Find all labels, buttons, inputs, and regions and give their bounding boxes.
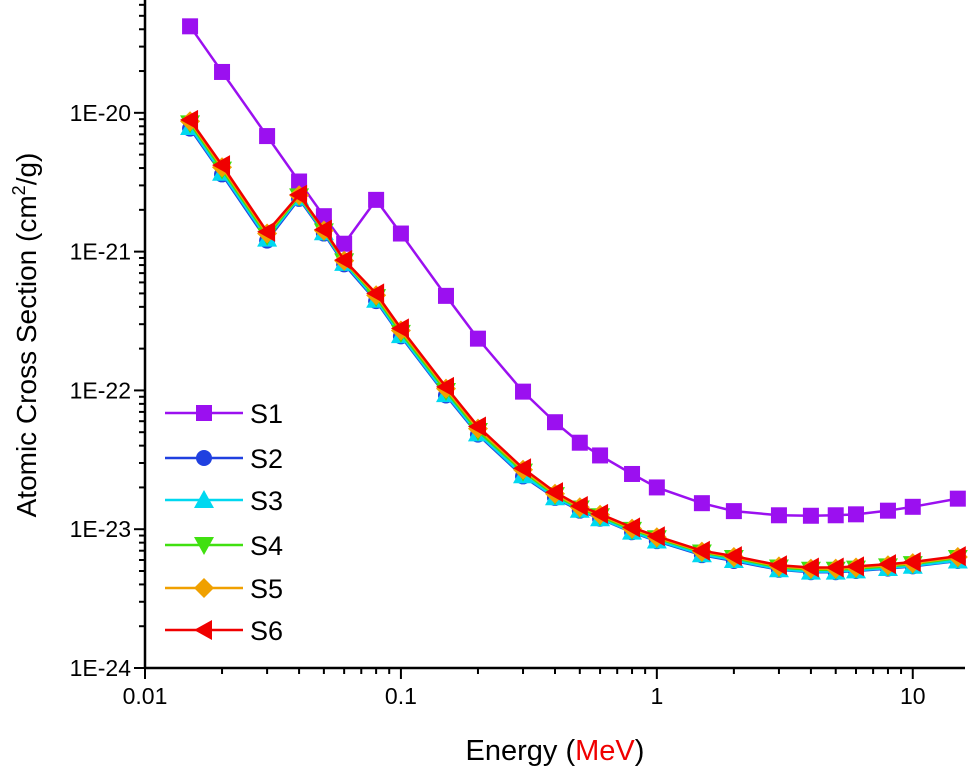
data-point-s1 <box>904 498 921 515</box>
data-point-s6 <box>902 552 921 573</box>
data-point-s6 <box>845 556 864 577</box>
data-point-s6 <box>622 517 641 538</box>
series-s1 <box>182 18 966 524</box>
x-tick-label: 0.01 <box>123 683 168 709</box>
data-point-s6 <box>334 250 353 271</box>
axes: 0.01 0.1 1 10 1E-24 1E-23 1E-22 1E-21 1E-20 <box>70 0 965 709</box>
legend-marker <box>196 405 212 421</box>
data-point-s6 <box>825 557 844 578</box>
data-point-s1 <box>827 507 844 524</box>
data-point-s6 <box>947 546 966 567</box>
data-point-s1 <box>693 495 710 512</box>
data-point-s1 <box>368 191 385 208</box>
legend-label: S6 <box>250 616 283 646</box>
y-axis-title-sup: 2 <box>9 185 29 195</box>
legend-item-s4: S4 <box>165 531 283 561</box>
data-point-s6 <box>180 109 199 130</box>
legend-item-s2: S2 <box>165 444 283 474</box>
data-point-s1 <box>437 287 454 304</box>
data-point-s1 <box>315 208 332 225</box>
data-point-s1 <box>879 502 896 519</box>
series-layer <box>180 18 968 581</box>
data-point-s6 <box>257 221 276 242</box>
data-point-s1 <box>571 434 588 451</box>
data-point-s1 <box>624 465 641 482</box>
data-point-s6 <box>289 184 308 205</box>
y-axis-title-end: /g) <box>11 153 42 186</box>
data-point-s1 <box>802 507 819 524</box>
data-point-s6 <box>545 482 563 503</box>
data-point-s6 <box>691 540 710 561</box>
x-axis-title: Energy (MeV) <box>466 735 645 767</box>
data-point-s1 <box>770 507 787 524</box>
legend-label: S3 <box>250 486 283 516</box>
data-point-s6 <box>590 503 609 524</box>
data-point-s1 <box>214 63 231 80</box>
data-point-s1 <box>515 383 532 400</box>
legend-label: S4 <box>250 531 283 561</box>
x-tick-label: 10 <box>900 683 926 709</box>
x-tick-label: 0.1 <box>385 683 417 709</box>
data-point-s1 <box>547 414 563 431</box>
data-point-s6 <box>467 416 486 437</box>
legend-item-s1: S1 <box>165 399 283 429</box>
data-point-s6 <box>366 283 385 304</box>
x-axis-title-suffix: ) <box>635 735 645 767</box>
data-point-s1 <box>648 479 665 496</box>
legend-marker <box>194 620 212 640</box>
legend-item-s6: S6 <box>165 616 283 646</box>
legend-marker <box>194 537 214 555</box>
data-point-s6 <box>513 458 532 479</box>
y-tick-label: 1E-24 <box>70 655 132 681</box>
y-tick-label: 1E-23 <box>70 516 131 542</box>
legend-marker <box>194 490 214 508</box>
series-s6 <box>180 109 966 578</box>
legend-label: S1 <box>250 399 283 429</box>
data-point-s6 <box>212 155 231 176</box>
data-point-s6 <box>390 318 409 339</box>
y-tick-label: 1E-21 <box>70 239 131 265</box>
legend-label: S5 <box>250 574 283 604</box>
x-tick-label: 1 <box>650 683 663 709</box>
x-axis-title-unit: MeV <box>575 735 635 767</box>
data-point-s6 <box>768 555 787 576</box>
legend-marker <box>194 578 214 598</box>
y-axis-title-main: Atomic Cross Section (cm <box>11 195 42 517</box>
data-point-s1 <box>392 225 409 242</box>
data-point-s6 <box>646 526 665 547</box>
legend-item-s5: S5 <box>165 574 283 604</box>
legend-item-s3: S3 <box>165 486 283 516</box>
data-point-s1 <box>291 173 308 190</box>
data-point-s6 <box>313 219 332 240</box>
y-axis-title: Atomic Cross Section (cm2/g) <box>9 153 42 518</box>
legend-label: S2 <box>250 444 283 474</box>
data-point-s1 <box>469 330 486 347</box>
y-tick-label: 1E-22 <box>70 377 131 403</box>
data-point-s6 <box>435 376 454 397</box>
data-point-s1 <box>725 503 742 520</box>
data-point-s6 <box>800 557 819 578</box>
data-point-s1 <box>182 18 199 35</box>
data-point-s1 <box>336 235 353 252</box>
data-point-s6 <box>877 554 896 575</box>
data-point-s1 <box>592 447 609 464</box>
data-point-s6 <box>569 495 588 516</box>
x-axis-title-prefix: Energy ( <box>466 735 576 767</box>
legend-marker <box>196 450 212 466</box>
y-tick-label: 1E-20 <box>70 100 131 126</box>
legend: S1 S2 S3 S4 S5 S6 <box>165 399 283 646</box>
data-point-s1 <box>949 490 966 507</box>
data-point-s1 <box>259 128 276 145</box>
data-point-s6 <box>723 546 742 567</box>
data-point-s1 <box>847 506 864 523</box>
